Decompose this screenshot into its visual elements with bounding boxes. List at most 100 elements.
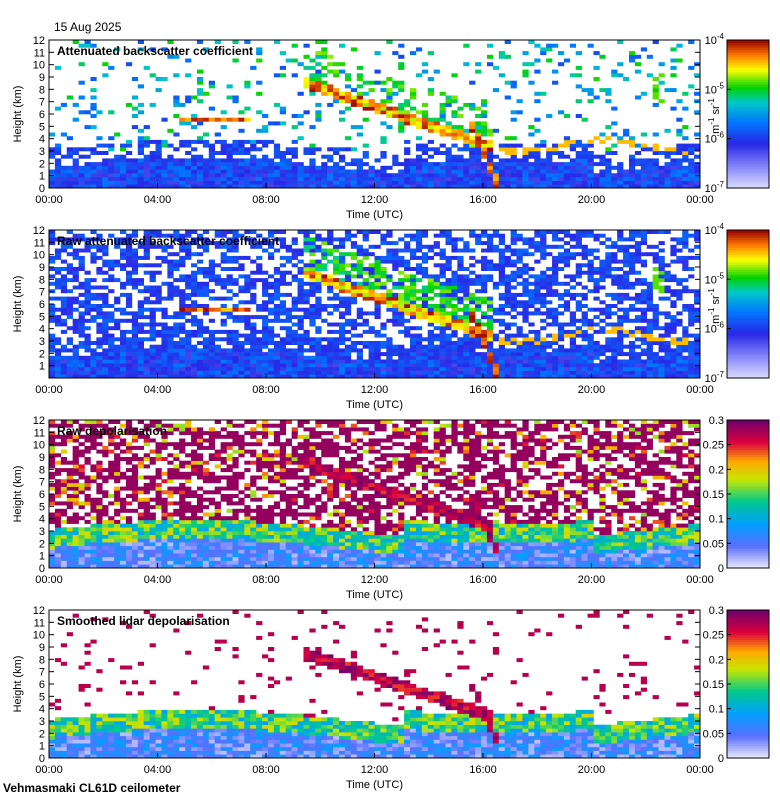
heatmap-cell — [528, 244, 535, 249]
heatmap-cell — [54, 296, 62, 301]
heatmap-cell — [457, 263, 464, 268]
heatmap-cell — [439, 184, 446, 189]
heatmap-cell — [155, 363, 162, 368]
heatmap-cell — [510, 80, 517, 85]
heatmap-cell — [179, 274, 186, 279]
heatmap-cell — [664, 88, 671, 93]
heatmap-cell — [102, 366, 109, 371]
heatmap-cell — [516, 311, 523, 316]
heatmap-cell — [486, 173, 494, 178]
heatmap-cell — [149, 244, 156, 249]
heatmap-cell — [72, 162, 79, 167]
heatmap-cell — [451, 281, 458, 286]
instrument-label: Vehmasmaki CL61D ceilometer — [3, 781, 181, 795]
heatmap-cell — [291, 263, 298, 268]
heatmap-cell — [498, 143, 505, 148]
heatmap-cell — [421, 370, 429, 375]
heatmap-cell — [694, 374, 701, 379]
heatmap-cell — [481, 341, 488, 345]
heatmap-cell — [605, 307, 612, 312]
heatmap-cell — [309, 374, 316, 379]
heatmap-cell — [196, 158, 204, 163]
heatmap-cells — [49, 230, 701, 379]
heatmap-cell — [380, 370, 387, 375]
heatmap-cell — [114, 366, 121, 371]
heatmap-cell — [327, 241, 334, 246]
heatmap-cell — [581, 355, 588, 360]
heatmap-cell — [54, 318, 62, 323]
heatmap-cell — [658, 359, 665, 364]
heatmap-cell — [60, 165, 68, 170]
heatmap-cell — [66, 341, 73, 345]
heatmap-cell — [694, 233, 701, 238]
heatmap-cell — [670, 322, 677, 327]
heatmap-cell — [427, 117, 434, 122]
heatmap-cell — [688, 267, 695, 271]
heatmap-cell — [238, 165, 245, 170]
heatmap-cell — [398, 292, 405, 297]
heatmap-cell — [392, 311, 399, 316]
heatmap-cell — [587, 180, 594, 185]
heatmap-cell — [652, 230, 659, 234]
heatmap-cell — [54, 348, 62, 353]
heatmap-cell — [273, 173, 281, 178]
heatmap-cell — [350, 359, 358, 364]
heatmap-cell — [587, 352, 594, 357]
y-tick-label: 1 — [39, 361, 45, 373]
heatmap-cell — [49, 241, 56, 246]
heatmap-cell — [516, 366, 523, 371]
heatmap-cell — [569, 285, 577, 290]
heatmap-cell — [475, 352, 482, 357]
heatmap-cell — [344, 281, 352, 286]
heatmap-cell — [102, 348, 109, 353]
heatmap-cell — [303, 281, 310, 286]
heatmap-cell — [599, 348, 606, 353]
heatmap-cell — [84, 110, 91, 115]
heatmap-cell — [120, 374, 127, 379]
heatmap-cell — [49, 344, 56, 349]
heatmap-cell — [327, 341, 334, 345]
heatmap-cell — [84, 43, 91, 48]
heatmap-cell — [238, 359, 245, 364]
heatmap-cell — [84, 165, 91, 170]
heatmap-cell — [427, 322, 434, 327]
heatmap-cell — [244, 180, 251, 185]
heatmap-cell — [90, 255, 97, 260]
heatmap-cell — [415, 337, 423, 342]
heatmap-cell — [628, 281, 636, 286]
heatmap-cell — [433, 355, 440, 360]
heatmap-cell — [250, 326, 257, 331]
heatmap-cell — [279, 162, 287, 167]
heatmap-cell — [250, 344, 257, 349]
heatmap-cell — [256, 374, 263, 379]
heatmap-cell — [398, 270, 405, 275]
heatmap-cell — [220, 281, 227, 286]
heatmap-cell — [321, 154, 328, 159]
heatmap-cell — [362, 292, 369, 297]
heatmap-cell — [451, 374, 458, 379]
heatmap-cell — [161, 259, 168, 264]
heatmap-cell — [256, 244, 263, 249]
heatmap-cell — [404, 296, 411, 301]
heatmap-cell — [338, 95, 346, 100]
heatmap-cell — [439, 359, 446, 364]
colorbar-segment — [727, 86, 769, 90]
heatmap-cell — [344, 311, 352, 316]
heatmap-cell — [350, 252, 358, 257]
heatmap-cell — [451, 333, 458, 338]
heatmap-cell — [327, 296, 334, 301]
heatmap-cell — [315, 311, 322, 316]
heatmap-cell — [486, 370, 494, 375]
heatmap-cell — [149, 241, 156, 246]
heatmap-cell — [498, 296, 505, 301]
heatmap-cell — [475, 125, 482, 130]
heatmap-cell — [623, 374, 630, 379]
heatmap-cell — [49, 445, 56, 450]
heatmap-cell — [149, 344, 156, 349]
heatmap-cell — [60, 318, 68, 323]
heatmap-cell — [54, 143, 62, 148]
heatmap-cell — [439, 374, 446, 379]
heatmap-cell — [398, 285, 405, 290]
colorbar-segment — [727, 254, 769, 258]
heatmap-cell — [427, 125, 434, 130]
